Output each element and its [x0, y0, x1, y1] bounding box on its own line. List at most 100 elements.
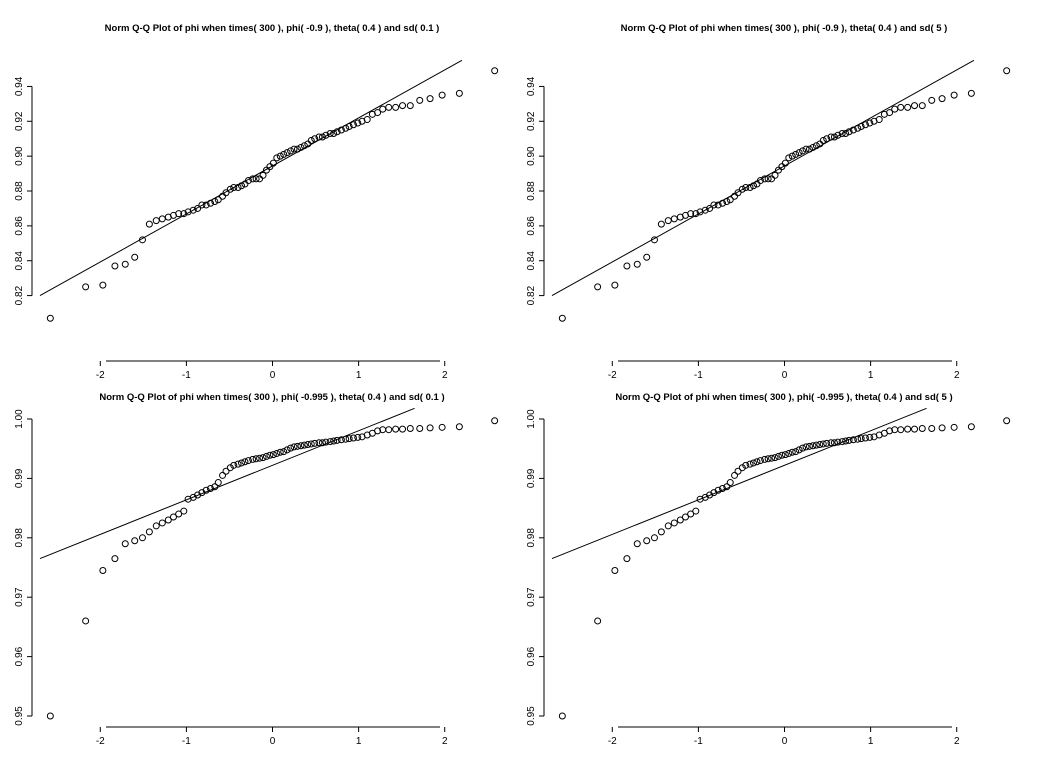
qq-point — [623, 262, 631, 270]
qq-point — [438, 423, 446, 431]
qq-point — [623, 555, 631, 563]
qq-point — [406, 102, 414, 110]
qq-point — [241, 458, 249, 466]
qq-point — [799, 147, 807, 155]
qq-point — [650, 236, 658, 244]
qq-point — [138, 534, 146, 542]
qq-point — [290, 145, 298, 153]
qq-point — [259, 171, 267, 179]
x-tick-label: -2 — [96, 736, 105, 747]
qq-point — [731, 471, 739, 479]
qq-point — [349, 434, 357, 442]
qq-point — [781, 451, 789, 459]
y-tick-label: 0.95 — [14, 706, 25, 726]
qq-point — [266, 451, 274, 459]
qq-point — [287, 444, 295, 452]
y-tick-label: 0.92 — [526, 111, 537, 131]
qq-point — [764, 455, 772, 463]
qq-point — [300, 441, 308, 449]
qq-point — [138, 236, 146, 244]
qq-point — [280, 448, 288, 456]
qq-point — [252, 455, 260, 463]
chart-title: Norm Q-Q Plot of phi when times( 300 ), … — [105, 23, 440, 34]
qq-point — [311, 135, 319, 143]
qq-point — [273, 449, 281, 457]
qq-point — [854, 435, 862, 443]
qq-point — [307, 440, 315, 448]
x-tick-label: -2 — [608, 370, 617, 381]
qq-point — [823, 439, 831, 447]
qq-point — [886, 109, 894, 117]
qq-point — [333, 128, 341, 136]
qq-point — [594, 283, 602, 291]
qq-point — [827, 133, 835, 141]
qq-point — [854, 124, 862, 132]
qq-point — [706, 204, 714, 212]
y-tick-label: 0.86 — [526, 216, 537, 236]
qq-point — [230, 184, 238, 192]
qq-point — [838, 438, 846, 446]
qq-point — [180, 210, 188, 218]
qq-point — [805, 145, 813, 153]
qq-point — [771, 171, 779, 179]
y-tick-label: 0.97 — [526, 587, 537, 607]
qq-point — [911, 425, 919, 433]
qq-point — [354, 433, 362, 441]
qq-point — [834, 438, 842, 446]
qq-point — [169, 513, 177, 521]
qq-point — [219, 471, 227, 479]
qq-reference-line — [551, 59, 975, 297]
qq-point — [681, 513, 689, 521]
qq-point — [82, 617, 90, 625]
qq-point — [293, 442, 301, 450]
qq-point — [967, 89, 975, 97]
qq-point — [830, 133, 838, 141]
qq-point — [714, 486, 722, 494]
qq-point — [399, 425, 407, 433]
x-tick-label: 0 — [270, 736, 276, 747]
x-tick-label: -1 — [694, 370, 703, 381]
qq-point — [158, 215, 166, 223]
qq-point — [778, 451, 786, 459]
qq-point — [211, 197, 219, 205]
qq-point — [252, 175, 260, 183]
qq-point — [280, 150, 288, 158]
y-tick-label: 0.86 — [14, 216, 25, 236]
qq-point — [82, 283, 90, 291]
qq-point — [337, 126, 345, 134]
qq-point — [849, 126, 857, 134]
qq-point — [809, 143, 817, 151]
qq-point — [849, 436, 857, 444]
qq-point — [719, 199, 726, 207]
qq-point — [259, 454, 267, 462]
y-tick-label: 0.82 — [526, 285, 537, 305]
qq-point — [938, 95, 946, 103]
qq-point — [643, 253, 651, 261]
y-tick-label: 0.94 — [14, 76, 25, 96]
qq-point — [812, 441, 820, 449]
qq-point — [145, 528, 153, 536]
qq-panel-bottom-left: Norm Q-Q Plot of phi when times( 300 ), … — [14, 392, 499, 747]
y-tick-label: 0.90 — [14, 146, 25, 166]
qq-point — [326, 438, 334, 446]
y-tick-label: 0.84 — [526, 251, 537, 271]
qq-point — [198, 201, 206, 209]
qq-point — [374, 427, 382, 435]
qq-point — [244, 177, 252, 185]
qq-point — [897, 103, 905, 111]
qq-point — [664, 217, 672, 225]
qq-point — [297, 442, 305, 450]
qq-point — [781, 159, 789, 167]
x-tick-label: 1 — [868, 370, 874, 381]
qq-point — [307, 136, 315, 144]
x-tick-label: 2 — [954, 736, 960, 747]
qq-point — [897, 426, 905, 434]
qq-point — [738, 464, 746, 472]
x-tick-label: 1 — [868, 736, 874, 747]
qq-point — [230, 461, 238, 469]
qq-point — [842, 129, 850, 137]
qq-point — [911, 102, 919, 110]
qq-point — [315, 439, 323, 447]
qq-point — [746, 184, 754, 192]
x-tick-label: 0 — [782, 736, 788, 747]
